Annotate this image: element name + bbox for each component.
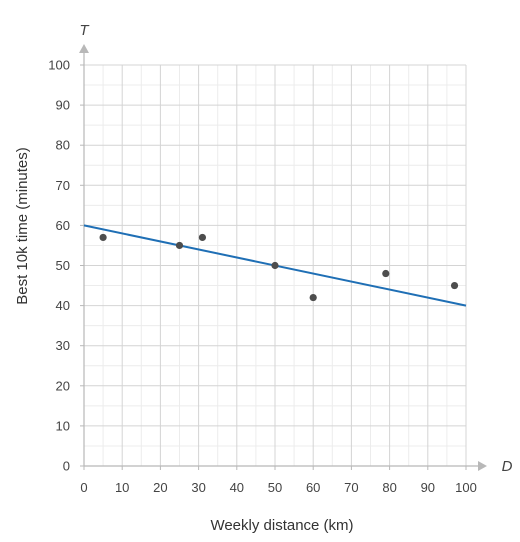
y-tick-label: 80 (56, 138, 70, 153)
x-axis-arrow (478, 461, 487, 471)
y-axis-title: Best 10k time (minutes) (14, 147, 31, 305)
y-tick-label: 0 (63, 459, 70, 474)
x-tick-label: 90 (421, 480, 435, 495)
x-tick-label: 20 (153, 480, 167, 495)
y-tick-label: 60 (56, 218, 70, 233)
data-point (271, 261, 279, 270)
x-tick-label: 100 (455, 480, 477, 495)
x-tick-label: 50 (268, 480, 282, 495)
axes (79, 44, 487, 471)
x-tick-label: 80 (382, 480, 396, 495)
x-axis-letter: D (502, 458, 513, 475)
x-tick-label: 30 (191, 480, 205, 495)
data-point (450, 281, 459, 290)
data-points (99, 233, 459, 302)
x-tick-labels: 0 10 20 30 40 50 60 70 80 90 100 (80, 480, 476, 495)
y-tick-label: 20 (56, 378, 70, 393)
y-tick-label: 90 (56, 98, 70, 113)
x-tick-label: 0 (80, 480, 87, 495)
y-tick-label: 10 (56, 418, 70, 433)
y-tick-label: 50 (56, 258, 70, 273)
y-tick-label: 30 (56, 338, 70, 353)
data-point (99, 233, 107, 242)
y-tick-label: 100 (48, 58, 70, 73)
data-point (198, 233, 207, 242)
x-tick-label: 40 (230, 480, 244, 495)
data-point (175, 241, 184, 250)
data-point (309, 293, 317, 302)
x-axis-title: Weekly distance (km) (210, 517, 353, 534)
x-tick-label: 10 (115, 480, 129, 495)
y-tick-label: 70 (56, 178, 70, 193)
y-tick-labels: 0 10 20 30 40 50 60 70 80 90 100 (48, 58, 70, 474)
y-axis-letter: T (79, 22, 90, 39)
data-point (382, 269, 390, 278)
y-axis-arrow (79, 44, 89, 53)
y-tick-label: 40 (56, 298, 70, 313)
x-tick-label: 60 (306, 480, 320, 495)
x-tick-label: 70 (344, 480, 358, 495)
